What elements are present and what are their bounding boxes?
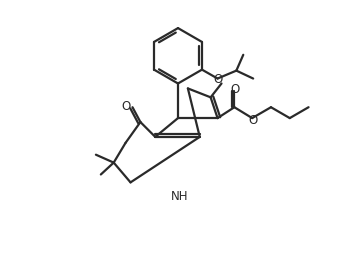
Text: O: O (248, 114, 258, 126)
Text: O: O (213, 73, 222, 86)
Text: O: O (121, 100, 130, 113)
Text: NH: NH (171, 190, 189, 203)
Text: O: O (231, 83, 240, 96)
